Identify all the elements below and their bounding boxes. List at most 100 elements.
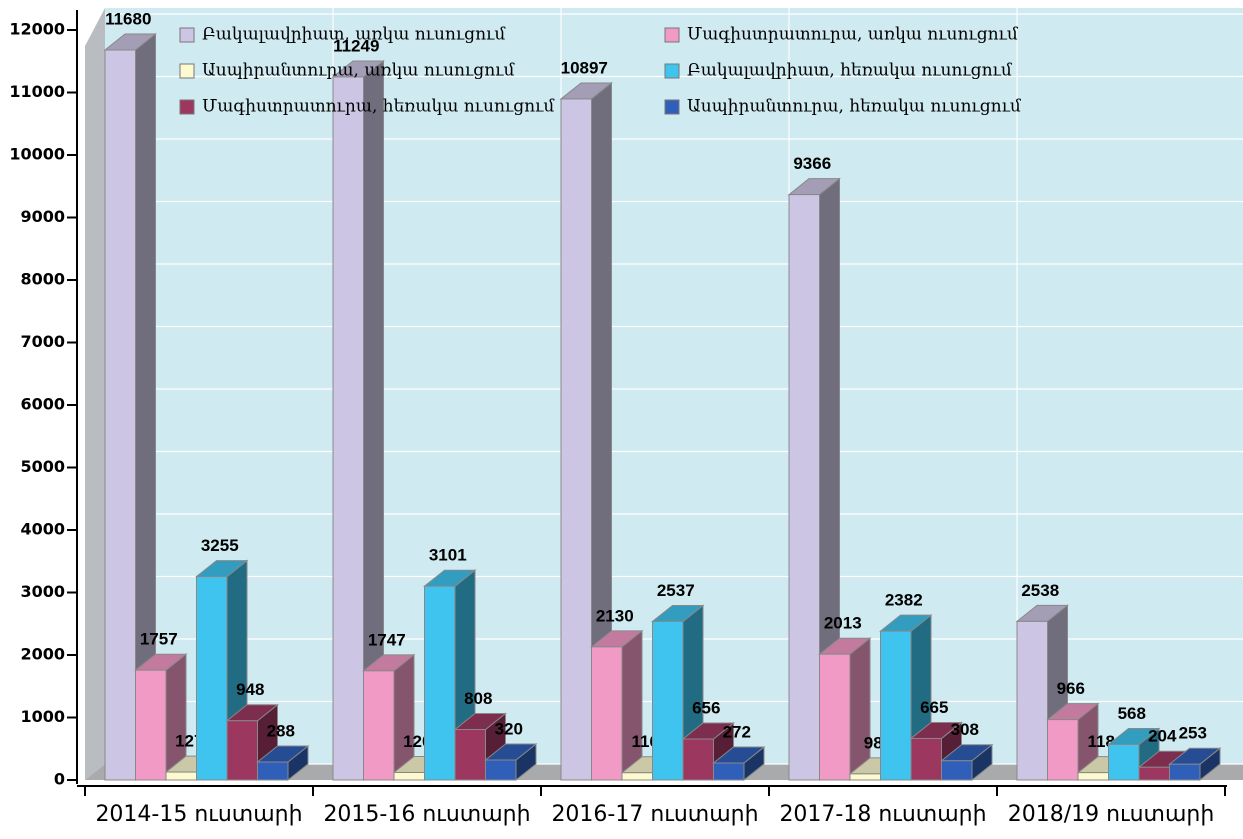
bar-front <box>849 773 881 781</box>
bar-front <box>135 669 167 781</box>
bar-front <box>941 760 973 781</box>
bar-front <box>1169 763 1201 781</box>
value-label: 2537 <box>657 581 695 600</box>
bar-front <box>165 771 197 781</box>
bar-front <box>393 772 425 781</box>
y-tick-label: 11000 <box>9 82 65 101</box>
bar-front <box>788 194 820 781</box>
bar <box>225 703 279 782</box>
value-label: 320 <box>495 719 523 738</box>
bar-front <box>332 76 364 781</box>
legend-label: Բակալավրիատ, հեռակա ուսուցում <box>687 61 1013 81</box>
bar <box>940 743 994 782</box>
bar <box>331 59 385 782</box>
y-tick-label: 2000 <box>20 645 65 664</box>
value-label: 2382 <box>885 591 923 610</box>
bar-front <box>1108 744 1140 781</box>
legend-label: Ասպիրանտուրա, հեռակա ուսուցում <box>687 97 1022 117</box>
bar-front <box>226 720 258 781</box>
bar-front <box>1138 766 1170 781</box>
y-tick-label: 8000 <box>20 270 65 289</box>
legend-label: Մագիստրատուրա, հեռակա ուսուցում <box>202 97 555 117</box>
legend-swatch <box>179 63 195 79</box>
x-tick-label: 2014-15 ուստարի <box>95 802 302 827</box>
bar-front <box>363 670 395 781</box>
bar-front <box>257 761 289 781</box>
value-label: 253 <box>1179 724 1207 743</box>
bar <box>559 81 613 782</box>
bar-front <box>682 738 714 781</box>
bar-front <box>560 98 592 781</box>
bar <box>1168 747 1222 782</box>
bar-front <box>591 646 623 781</box>
legend-label: Ասպիրանտուրա, առկա ուսուցում <box>202 61 515 81</box>
value-label: 272 <box>723 722 751 741</box>
x-tick-label: 2017-18 ուստարի <box>779 802 986 827</box>
legend-swatch <box>179 27 195 43</box>
value-label: 656 <box>692 698 720 717</box>
y-tick-label: 5000 <box>20 457 65 476</box>
y-tick-label: 0 <box>54 770 65 789</box>
bar-front <box>104 49 136 781</box>
bar <box>484 742 538 782</box>
bar-front <box>621 772 653 781</box>
x-tick-label: 2015-16 ուստարի <box>323 802 530 827</box>
bar-side <box>621 629 643 782</box>
bar <box>362 653 416 782</box>
bar <box>423 569 477 782</box>
value-label: 568 <box>1118 704 1146 723</box>
bar <box>590 629 644 782</box>
value-label: 11249 <box>333 36 379 55</box>
legend-label: Բակալավրիատ, առկա ուսուցում <box>202 25 506 45</box>
bar-front <box>196 576 228 781</box>
side-wall <box>85 8 105 780</box>
bar-front <box>1016 620 1048 781</box>
bar <box>818 637 872 782</box>
value-label: 11680 <box>105 9 151 28</box>
bar-front <box>910 737 942 781</box>
value-label: 308 <box>951 720 979 739</box>
bar-front <box>652 620 684 781</box>
y-tick-label: 7000 <box>20 332 65 351</box>
value-label: 1757 <box>140 630 178 649</box>
bar <box>134 653 188 782</box>
value-label: 9366 <box>793 154 831 173</box>
y-tick-label: 3000 <box>20 582 65 601</box>
bar <box>256 744 310 782</box>
value-label: 1747 <box>368 630 406 649</box>
bar-front <box>713 762 745 781</box>
x-tick-label: 2018/19 ուստարի <box>1008 802 1215 827</box>
bar-front <box>1047 719 1079 781</box>
bar <box>787 177 841 782</box>
bar-front <box>880 630 912 781</box>
legend-swatch <box>664 99 680 115</box>
y-tick-label: 9000 <box>20 207 65 226</box>
value-label: 2538 <box>1021 581 1059 600</box>
bar-front <box>819 653 851 781</box>
legend-label: Մագիստրատուրա, առկա ուսուցում <box>687 25 1019 45</box>
value-label: 3101 <box>429 546 467 565</box>
y-tick-label: 10000 <box>9 145 65 164</box>
bar-front <box>1077 772 1109 781</box>
legend-swatch <box>664 63 680 79</box>
legend-swatch <box>664 27 680 43</box>
x-tick-label: 2016-17 ուստարի <box>551 802 758 827</box>
value-label: 2130 <box>596 606 634 625</box>
y-tick-label: 1000 <box>20 707 65 726</box>
value-label: 808 <box>464 689 492 708</box>
value-label: 2013 <box>824 614 862 633</box>
y-tick-label: 6000 <box>20 395 65 414</box>
bar-side <box>849 637 871 782</box>
value-label: 204 <box>1148 727 1177 746</box>
y-tick-label: 12000 <box>9 20 65 39</box>
bar-front <box>485 759 517 781</box>
bar-front <box>454 729 486 781</box>
y-tick-label: 4000 <box>20 520 65 539</box>
value-label: 948 <box>236 680 264 699</box>
value-label: 288 <box>267 721 295 740</box>
value-label: 966 <box>1057 679 1085 698</box>
value-label: 665 <box>920 698 948 717</box>
bar-front <box>424 585 456 781</box>
